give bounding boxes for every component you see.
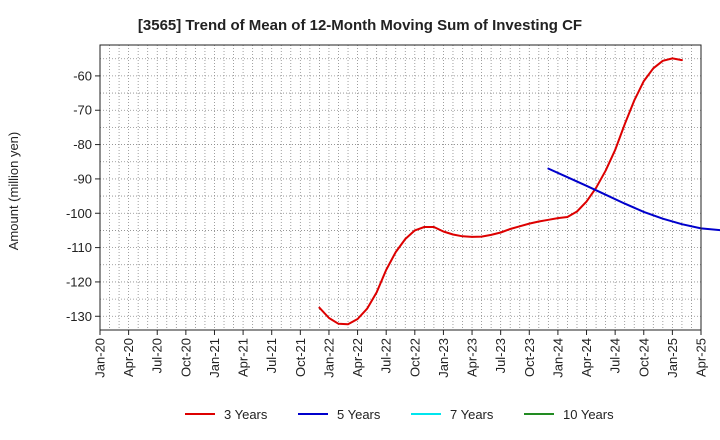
y-axis-label: Amount (million yen) xyxy=(6,132,21,251)
y-tick-label: -120 xyxy=(66,274,92,289)
x-tick-label: Jan-22 xyxy=(321,338,336,378)
series-line-3-years xyxy=(318,57,683,326)
legend-label-7-years: 7 Years xyxy=(450,407,494,422)
x-tick-label: Apr-25 xyxy=(694,338,709,377)
chart-title: [3565] Trend of Mean of 12-Month Moving … xyxy=(138,17,582,34)
y-tick-label: -70 xyxy=(73,103,92,118)
series-layer xyxy=(318,57,720,326)
x-tick-label: Oct-22 xyxy=(407,338,422,377)
x-tick-label: Jul-23 xyxy=(493,338,508,373)
y-tick-label: -110 xyxy=(67,240,92,255)
x-tick-label: Apr-24 xyxy=(579,338,594,377)
legend-label-5-years: 5 Years xyxy=(337,407,381,422)
series-line-5-years xyxy=(547,167,720,232)
y-tick-label: -90 xyxy=(73,171,92,186)
x-tick-label: Apr-23 xyxy=(465,338,480,377)
legend-label-10-years: 10 Years xyxy=(563,407,614,422)
x-tick-label: Jul-22 xyxy=(379,338,394,373)
gridlines xyxy=(99,45,702,330)
x-tick-label: Oct-20 xyxy=(178,338,193,377)
legend: 3 Years 5 Years 7 Years 10 Years xyxy=(185,407,614,422)
x-tick-label: Jan-24 xyxy=(550,338,565,378)
x-tick-label: Jan-25 xyxy=(665,338,680,378)
x-tick-label: Jan-20 xyxy=(93,338,108,378)
plot-background xyxy=(100,45,701,330)
x-tick-label: Jul-20 xyxy=(150,338,165,373)
x-tick-label: Oct-23 xyxy=(522,338,537,377)
x-tick-label: Jul-21 xyxy=(264,338,279,373)
x-tick-label: Jan-23 xyxy=(436,338,451,378)
y-tick-label: -100 xyxy=(66,206,92,221)
x-tick-label: Oct-24 xyxy=(636,338,651,377)
y-tick-label: -130 xyxy=(66,309,92,324)
plot-area xyxy=(100,45,701,330)
x-tick-label: Oct-21 xyxy=(293,338,308,377)
x-tick-label: Jan-21 xyxy=(207,338,222,378)
y-tick-label: -80 xyxy=(73,137,92,152)
plot-border xyxy=(99,44,702,331)
y-tick-label: -60 xyxy=(73,68,92,83)
x-tick-label: Apr-22 xyxy=(350,338,365,377)
x-tick-label: Jul-24 xyxy=(608,338,623,373)
legend-label-3-years: 3 Years xyxy=(224,407,268,422)
x-tick-label: Apr-21 xyxy=(236,338,251,377)
x-tick-label: Apr-20 xyxy=(121,338,136,377)
